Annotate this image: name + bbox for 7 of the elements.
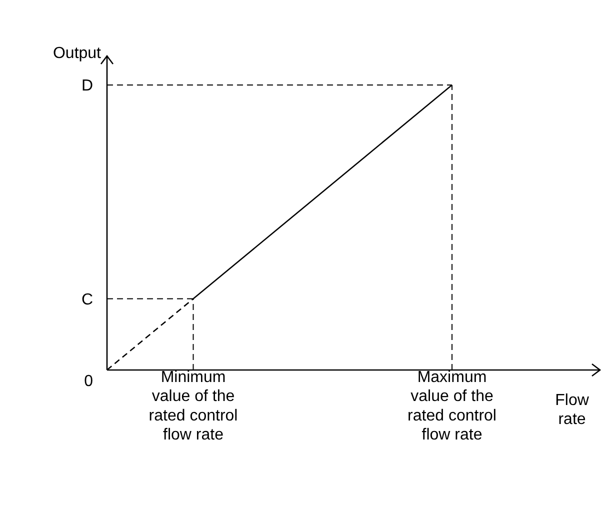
ref-line-label: D	[81, 78, 93, 95]
x-tick-label: Minimum value of the rated control flow rate	[148, 369, 238, 444]
text: 0	[84, 373, 94, 390]
y-axis-title: Output	[52, 45, 102, 62]
x-axis-title: Flow rate	[555, 392, 590, 428]
x-tick-label: Maximum value of the rated control flow rate	[408, 369, 496, 444]
ref-line-label: C	[81, 291, 93, 308]
